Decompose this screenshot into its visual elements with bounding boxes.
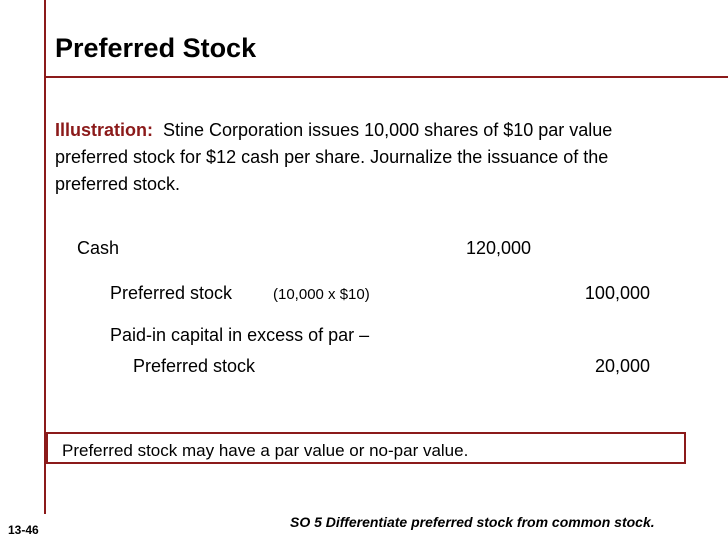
illustration-label: Illustration:	[55, 120, 153, 140]
illustration-paragraph: Illustration: Stine Corporation issues 1…	[55, 117, 675, 198]
journal-preferred-account: Preferred stock	[110, 283, 233, 303]
journal-preferred-calc: (10,000 x $10)	[273, 286, 370, 303]
journal-cash-debit: 120,000	[466, 238, 532, 258]
title-underline-rule	[44, 76, 728, 78]
note-text: Preferred stock may have a par value or …	[62, 441, 469, 460]
note-box	[46, 432, 686, 464]
journal-paid-in-line1: Paid-in capital in excess of par –	[110, 325, 370, 345]
journal-cash-account: Cash	[77, 238, 120, 258]
journal-preferred-credit: 100,000	[584, 283, 650, 303]
slide-title: Preferred Stock	[55, 33, 257, 63]
journal-paid-in-credit: 20,000	[594, 356, 650, 376]
study-objective: SO 5 Differentiate preferred stock from …	[290, 514, 655, 530]
left-accent-rule	[44, 0, 46, 514]
illustration-text: Stine Corporation issues 10,000 shares o…	[55, 120, 613, 194]
slide-number: 13-46	[8, 523, 39, 537]
journal-paid-in-line2: Preferred stock	[133, 356, 256, 376]
